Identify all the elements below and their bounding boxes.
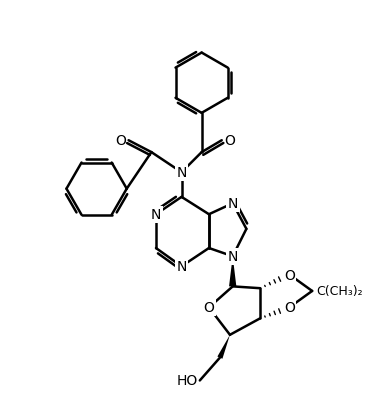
Text: O: O xyxy=(224,134,235,148)
Text: N: N xyxy=(176,166,187,180)
Text: O: O xyxy=(203,301,214,315)
Text: N: N xyxy=(176,260,187,274)
Text: HO: HO xyxy=(177,373,198,387)
Text: C(CH₃)₂: C(CH₃)₂ xyxy=(317,285,363,298)
Polygon shape xyxy=(229,256,236,287)
Text: N: N xyxy=(151,208,161,222)
Text: N: N xyxy=(228,249,238,263)
Text: N: N xyxy=(228,197,238,211)
Text: O: O xyxy=(115,134,126,148)
Polygon shape xyxy=(217,335,230,359)
Text: O: O xyxy=(284,268,295,282)
Text: O: O xyxy=(284,301,295,315)
